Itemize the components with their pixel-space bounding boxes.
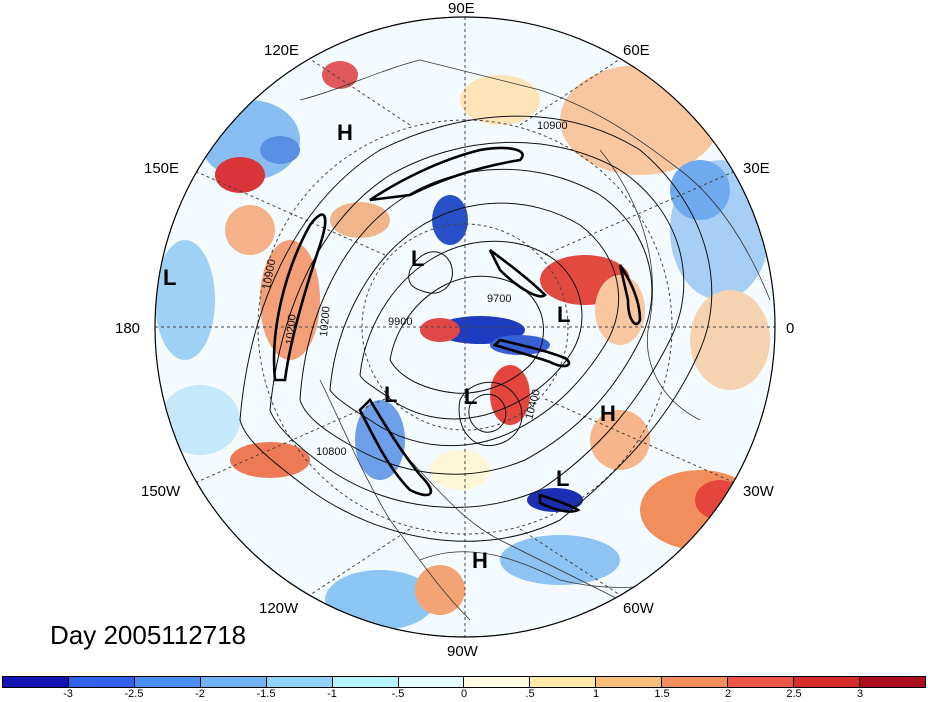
contour-label: 10900 [261,258,278,290]
colorbar-swatch [794,677,860,687]
colorbar-ticks: -3 -2.5 -2 -1.5 -1 -.5 0 .5 1 1.5 2 2.5 3 [0,688,928,702]
colorbar-swatch [68,677,135,687]
graticule [155,17,775,637]
lon-label-30e: 30E [743,160,770,177]
map-boundary [154,16,776,638]
colorbar-swatch [266,677,333,687]
colorbar-swatch [859,677,925,687]
lon-label-60e: 60E [623,42,650,59]
contour-label: 9900 [388,316,412,328]
high-pressure-marker: H [600,401,616,426]
colorbar-tick-label: 0 [460,688,468,700]
contour-label: 10200 [284,314,299,346]
lon-label-0: 0 [786,320,794,337]
low-pressure-marker: L [163,265,176,290]
colorbar-swatch [3,677,69,687]
colorbar-tick-label: -2 [195,688,205,700]
lon-label-90w: 90W [447,643,479,660]
colorbar-tick-label: -3 [63,688,73,700]
lon-label-60w: 60W [623,600,655,617]
colorbar-swatch [530,677,597,687]
low-pressure-marker: L [384,382,397,407]
colorbar-tick-label: -1 [327,688,337,700]
day-label: Day 2005112718 [50,620,247,650]
colorbar-tick-label: 3 [856,688,864,700]
colorbar-tick-label: -1.5 [256,688,276,700]
colorbar [2,676,926,688]
low-pressure-marker: L [557,302,570,327]
lon-label-120w: 120W [259,600,299,617]
lon-label-30w: 30W [743,483,775,500]
colorbar-swatch [728,677,795,687]
colorbar-tick-label: -2.5 [124,688,144,700]
colorbar-tick-label: -.5 [391,688,405,700]
colorbar-swatch [398,677,465,687]
colorbar-tick-label: .5 [525,688,535,700]
colorbar-swatch [134,677,201,687]
height-contours [239,115,713,542]
lon-label-180: 180 [115,320,140,337]
colorbar-tick-label: 2.5 [786,688,802,700]
low-pressure-marker: L [556,466,569,491]
contour-label: 9700 [487,293,511,305]
low-pressure-marker: L [464,384,477,409]
colorbar-swatch [332,677,399,687]
colorbar-swatch [464,677,531,687]
high-pressure-marker: H [337,120,353,145]
lon-label-150w: 150W [141,483,181,500]
colorbar-tick-label: 1.5 [654,688,670,700]
contour-label: 10900 [537,120,568,132]
lon-label-150e: 150E [144,160,179,177]
colorbar-swatch [662,677,729,687]
lon-label-90e: 90E [448,0,475,17]
jet-contours [272,146,642,513]
colorbar-tick-label: 2 [724,688,732,700]
low-pressure-marker: L [411,246,424,271]
lon-label-120e: 120E [264,42,299,59]
contour-label: 10200 [318,306,333,338]
high-pressure-marker: H [472,548,488,573]
colorbar-swatch [200,677,267,687]
colorbar-tick-label: 1 [592,688,600,700]
contour-label: 10800 [316,446,347,458]
colorbar-swatch [596,677,663,687]
